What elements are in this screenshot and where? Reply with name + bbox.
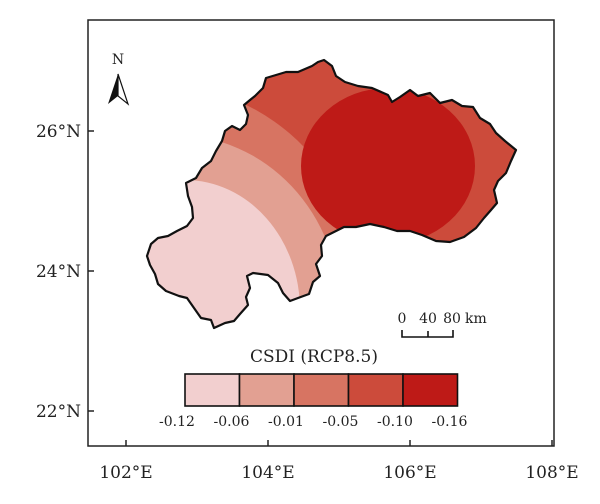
legend-title: CSDI (RCP8.5)	[250, 347, 378, 367]
zone-core	[301, 88, 475, 244]
y-axis: 26°N 24°N 22°N	[36, 122, 94, 422]
legend-break-label: -0.16	[432, 414, 468, 430]
legend-swatch	[402, 373, 459, 407]
legend-break-label: -0.12	[159, 414, 195, 430]
north-label: N	[112, 52, 124, 68]
scale-label-0: 0	[398, 311, 407, 327]
north-arrow-left-icon	[108, 74, 118, 104]
x-tick-label: 106°E	[383, 463, 436, 483]
y-tick-label: 24°N	[36, 262, 81, 282]
north-arrow: N	[108, 52, 130, 106]
legend-swatch	[347, 373, 404, 407]
legend-swatch	[184, 373, 241, 407]
y-tick-label: 26°N	[36, 122, 81, 142]
north-arrow-right-icon	[117, 73, 130, 106]
x-tick-label: 102°E	[99, 463, 152, 483]
legend-break-label: -0.05	[323, 414, 359, 430]
legend-break-label: -0.06	[214, 414, 250, 430]
scale-unit: km	[465, 311, 487, 327]
legend-break-label: -0.10	[377, 414, 413, 430]
legend-swatch	[293, 373, 350, 407]
scale-label-40: 40	[419, 311, 437, 327]
x-axis: 102°E 104°E 106°E 108°E	[99, 440, 579, 483]
legend-labels: -0.12 -0.06 -0.01 -0.05 -0.10 -0.16	[159, 414, 467, 430]
legend-swatch	[238, 373, 295, 407]
y-tick-label: 22°N	[36, 402, 81, 422]
scale-bar: 0 40 80 km	[398, 311, 487, 338]
scale-label-80: 80	[443, 311, 461, 327]
legend-swatches	[184, 373, 459, 407]
legend-break-label: -0.01	[268, 414, 304, 430]
legend: CSDI (RCP8.5) -0.12 -0.06 -0.01 -0.05 -0.10-…	[159, 347, 467, 430]
x-tick-label: 104°E	[241, 463, 294, 483]
x-tick-label: 108°E	[525, 463, 578, 483]
